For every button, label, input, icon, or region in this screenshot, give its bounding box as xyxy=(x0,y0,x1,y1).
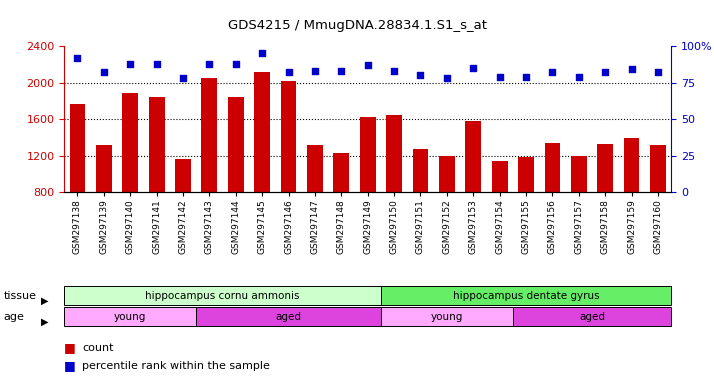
Text: aged: aged xyxy=(579,312,605,322)
Point xyxy=(521,74,532,80)
Point xyxy=(309,68,321,74)
Bar xyxy=(598,144,613,265)
Bar xyxy=(545,143,560,265)
Bar xyxy=(281,81,296,265)
Bar xyxy=(381,307,513,326)
Point xyxy=(362,62,373,68)
Text: GDS4215 / MmugDNA.28834.1.S1_s_at: GDS4215 / MmugDNA.28834.1.S1_s_at xyxy=(228,19,486,32)
Point xyxy=(415,72,426,78)
Bar xyxy=(64,286,381,305)
Point xyxy=(98,69,109,75)
Point xyxy=(626,66,638,73)
Bar xyxy=(439,156,455,265)
Bar xyxy=(228,97,243,265)
Text: count: count xyxy=(82,343,114,353)
Point xyxy=(336,68,347,74)
Text: age: age xyxy=(4,312,24,322)
Text: ▶: ▶ xyxy=(41,316,49,326)
Bar xyxy=(381,286,671,305)
Point xyxy=(203,61,215,67)
Bar xyxy=(650,146,666,265)
Point xyxy=(256,50,268,56)
Text: aged: aged xyxy=(276,312,301,322)
Bar xyxy=(64,307,196,326)
Bar xyxy=(571,156,587,265)
Point xyxy=(124,61,136,67)
Bar xyxy=(122,93,138,265)
Bar xyxy=(201,78,217,265)
Point xyxy=(230,61,241,67)
Point xyxy=(600,69,611,75)
Text: ▶: ▶ xyxy=(41,295,49,305)
Point xyxy=(653,69,664,75)
Bar xyxy=(69,104,86,265)
Text: young: young xyxy=(431,312,463,322)
Text: tissue: tissue xyxy=(4,291,36,301)
Point xyxy=(441,75,453,81)
Point xyxy=(388,68,400,74)
Text: hippocampus dentate gyrus: hippocampus dentate gyrus xyxy=(453,291,599,301)
Bar xyxy=(413,149,428,265)
Text: hippocampus cornu ammonis: hippocampus cornu ammonis xyxy=(146,291,300,301)
Bar xyxy=(307,146,323,265)
Bar xyxy=(466,121,481,265)
Text: ■: ■ xyxy=(64,359,76,372)
Point xyxy=(151,61,162,67)
Text: percentile rank within the sample: percentile rank within the sample xyxy=(82,361,270,371)
Text: ■: ■ xyxy=(64,341,76,354)
Bar xyxy=(492,161,508,265)
Bar xyxy=(149,97,164,265)
Point xyxy=(468,65,479,71)
Point xyxy=(547,69,558,75)
Bar xyxy=(513,307,671,326)
Bar xyxy=(518,157,534,265)
Point xyxy=(494,74,506,80)
Point xyxy=(283,69,294,75)
Bar xyxy=(333,153,349,265)
Bar xyxy=(386,115,402,265)
Point xyxy=(177,75,188,81)
Bar xyxy=(254,71,270,265)
Bar xyxy=(175,159,191,265)
Bar xyxy=(360,117,376,265)
Point xyxy=(573,74,585,80)
Bar xyxy=(96,144,112,265)
Bar xyxy=(196,307,381,326)
Point xyxy=(71,55,83,61)
Text: young: young xyxy=(114,312,146,322)
Bar xyxy=(623,138,640,265)
